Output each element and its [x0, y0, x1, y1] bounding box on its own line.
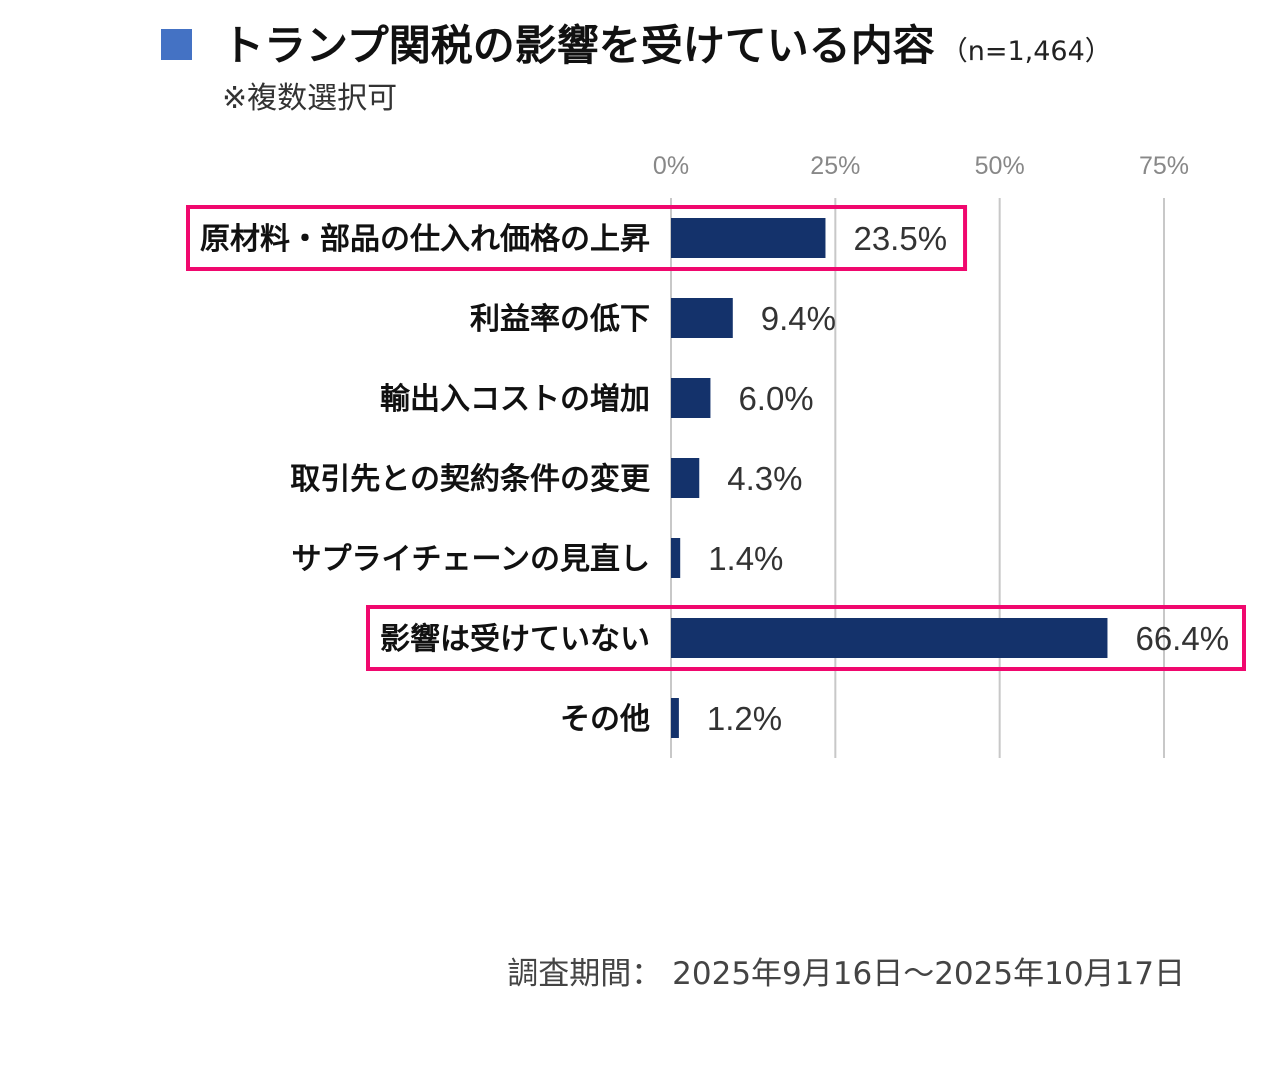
survey-period-note: 調査期間： 2025年9月16日～2025年10月17日: [507, 956, 1185, 992]
value-label: 1.2%: [707, 700, 782, 737]
category-label: その他: [560, 702, 650, 737]
x-tick-label: 25%: [810, 152, 860, 180]
highlight-box: [186, 205, 968, 271]
highlight-box: [366, 605, 1246, 671]
bar: [671, 218, 826, 258]
bar: [671, 538, 681, 578]
category-label: 影響は受けていない: [380, 622, 650, 657]
bar: [671, 458, 700, 498]
chart-title-text: トランプ関税の影響を受けている内容: [222, 21, 935, 70]
value-label: 23.5%: [853, 220, 947, 257]
category-label: 取引先との契約条件の変更: [290, 462, 651, 497]
chart-subtitle: ※複数選択可: [222, 81, 398, 116]
bar: [671, 618, 1108, 658]
value-label: 9.4%: [761, 300, 836, 337]
category-label: サプライチェーンの見直し: [292, 542, 651, 577]
value-label: 4.3%: [727, 460, 802, 497]
bar: [671, 378, 711, 418]
value-label: 66.4%: [1135, 620, 1229, 657]
category-label: 利益率の低下: [470, 302, 650, 337]
x-tick-label: 0%: [653, 152, 689, 180]
title-marker-square: [161, 29, 192, 60]
value-label: 1.4%: [708, 540, 783, 577]
bar: [671, 698, 679, 738]
value-label: 6.0%: [738, 380, 813, 417]
bar: [671, 298, 733, 338]
category-label: 原材料・部品の仕入れ価格の上昇: [200, 222, 650, 257]
x-tick-label: 50%: [975, 152, 1025, 180]
category-label: 輸出入コストの増加: [380, 382, 650, 417]
x-tick-label: 75%: [1139, 152, 1189, 180]
chart-title: トランプ関税の影響を受けている内容 （n=1,464）: [222, 18, 1112, 80]
sample-size-label: （n=1,464）: [940, 36, 1112, 67]
